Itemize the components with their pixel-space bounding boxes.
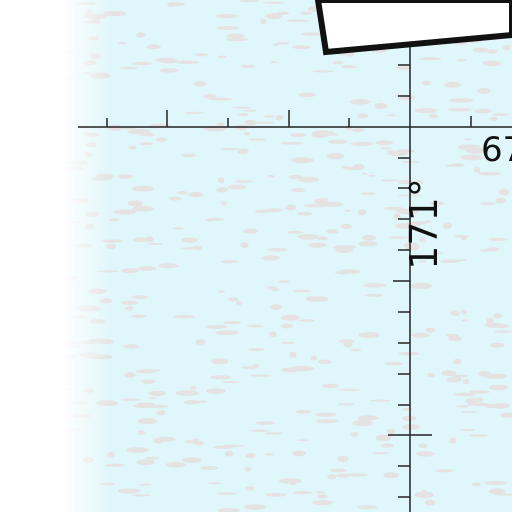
meridian-ticks xyxy=(388,64,432,498)
longitude-label: 67 xyxy=(481,130,512,170)
bearing-label: 171° xyxy=(401,178,446,270)
latitude-ticks xyxy=(106,110,472,127)
inset-box xyxy=(314,0,512,56)
